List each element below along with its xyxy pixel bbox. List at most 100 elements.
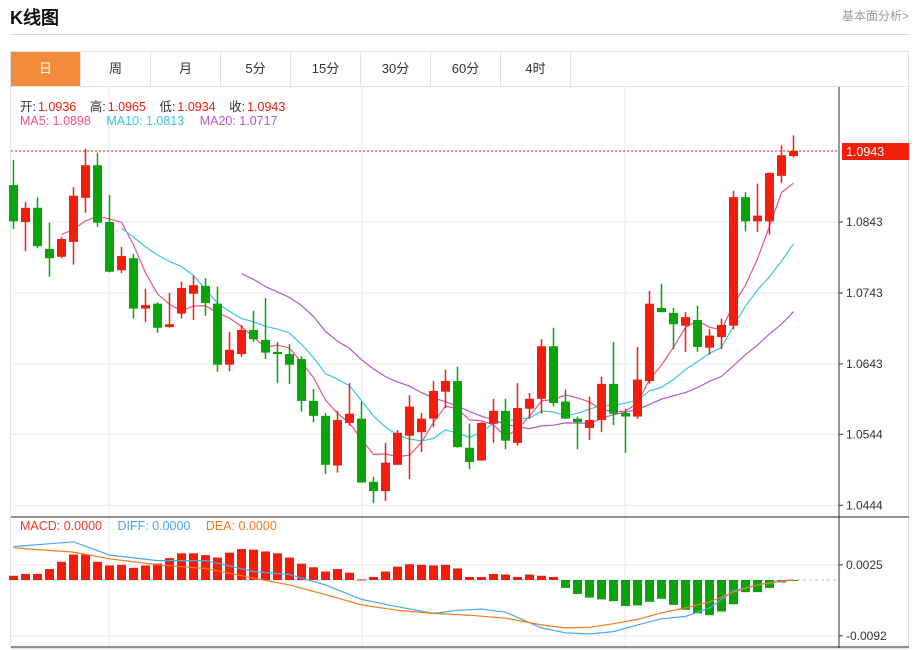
- candle-body: [573, 418, 582, 423]
- candle: [309, 388, 318, 423]
- candle-body: [645, 303, 654, 382]
- candle-body: [357, 418, 366, 483]
- candle: [297, 356, 306, 412]
- candle: [81, 148, 90, 213]
- candle-body: [57, 239, 66, 257]
- candle: [57, 236, 66, 259]
- candle-body: [69, 195, 78, 242]
- tab-month[interactable]: 月: [151, 52, 221, 86]
- candle-body: [105, 222, 114, 272]
- macd-bar: [393, 566, 402, 580]
- macd-bar: [765, 580, 774, 588]
- tab-5min[interactable]: 5分: [221, 52, 291, 86]
- candle: [705, 329, 714, 355]
- candle: [141, 288, 150, 323]
- candle-body: [165, 324, 174, 328]
- candle: [9, 160, 18, 230]
- macd-legend: MACD: 0.0000 DIFF: 0.0000 DEA: 0.0000: [20, 519, 279, 533]
- macd-bar: [357, 579, 366, 581]
- ma20-value: MA20: 1.0717: [199, 114, 278, 128]
- macd-bar: [33, 573, 42, 580]
- candle-body: [585, 420, 594, 428]
- candle-body: [189, 285, 198, 294]
- candle: [633, 346, 642, 419]
- candle: [573, 416, 582, 450]
- candle-body: [201, 285, 210, 303]
- dea-value: DEA: 0.0000: [205, 519, 277, 533]
- macd-bar: [333, 569, 342, 580]
- candle: [33, 197, 42, 249]
- macd-bar: [117, 564, 126, 580]
- macd-bar: [21, 573, 30, 580]
- candle: [369, 476, 378, 504]
- candle-body: [489, 410, 498, 424]
- candle: [273, 341, 282, 384]
- tab-4hour[interactable]: 4时: [501, 52, 571, 86]
- candle-body: [93, 165, 102, 223]
- candle: [621, 408, 630, 453]
- macd-bar: [753, 580, 762, 593]
- high-label: 高:: [89, 100, 106, 114]
- macd-bar: [321, 571, 330, 580]
- candle: [261, 297, 270, 360]
- candle: [165, 293, 174, 328]
- candle: [585, 396, 594, 440]
- fundamental-analysis-link[interactable]: 基本面分析>: [841, 9, 909, 23]
- macd-bar: [681, 580, 690, 610]
- tab-week[interactable]: 周: [81, 52, 151, 86]
- macd-bar: [705, 580, 714, 616]
- candle-body: [765, 173, 774, 222]
- candle-body: [273, 351, 282, 355]
- candle-body: [45, 248, 54, 259]
- candle-body: [33, 207, 42, 247]
- current-price-tag: [842, 143, 909, 160]
- candle: [525, 393, 534, 419]
- candle-body: [417, 418, 426, 433]
- macd-bar: [429, 565, 438, 580]
- candle: [417, 412, 426, 453]
- tab-15min[interactable]: 15分: [291, 52, 361, 86]
- candle: [681, 312, 690, 352]
- tab-60min[interactable]: 60分: [431, 52, 501, 86]
- candle-body: [789, 151, 798, 156]
- candle: [657, 283, 666, 313]
- open-label: 开:: [20, 100, 36, 114]
- candle: [465, 423, 474, 470]
- ohlc-legend: 开: 1.0936 高: 1.0965 低: 1.0934 收: 1.0943: [20, 96, 287, 115]
- candle-body: [297, 359, 306, 401]
- candle-body: [345, 413, 354, 423]
- ma-legend: MA5: 1.0898 MA10: 1.0813 MA20: 1.0717: [20, 114, 280, 128]
- low-label: 低:: [159, 100, 176, 114]
- candle: [609, 341, 618, 426]
- macd-bar: [513, 576, 522, 580]
- candle: [405, 395, 414, 480]
- candle: [669, 307, 678, 350]
- macd-bar: [45, 569, 54, 580]
- macd-axis-label: 0.0025: [846, 558, 883, 572]
- macd-bar: [645, 580, 654, 602]
- candle-body: [441, 381, 450, 392]
- macd-bar: [201, 555, 210, 580]
- candle-body: [669, 312, 678, 325]
- candle-body: [753, 215, 762, 222]
- divider: [10, 34, 910, 35]
- close-label: 收:: [229, 100, 246, 114]
- macd-bar: [501, 574, 510, 580]
- candle-body: [513, 408, 522, 443]
- ma10-value: MA10: 1.0813: [106, 114, 185, 128]
- candle-body: [249, 329, 258, 340]
- candle: [537, 339, 546, 414]
- candle: [213, 286, 222, 372]
- tab-30min[interactable]: 30分: [361, 52, 431, 86]
- candle: [333, 410, 342, 473]
- candle: [381, 442, 390, 502]
- macd-bar: [597, 580, 606, 600]
- candle: [285, 344, 294, 384]
- candle-body: [633, 379, 642, 417]
- candle-body: [525, 398, 534, 409]
- candle-body: [549, 346, 558, 404]
- candle-body: [309, 400, 318, 416]
- candle-body: [501, 410, 510, 441]
- tab-day[interactable]: 日: [11, 52, 81, 86]
